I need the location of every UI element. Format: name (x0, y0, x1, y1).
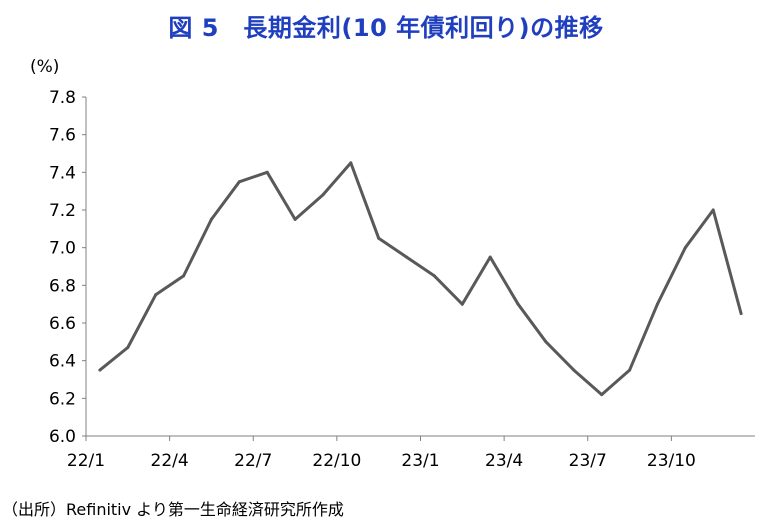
x-tick-label: 22/4 (151, 451, 189, 471)
data-point (293, 217, 297, 221)
data-point (209, 217, 213, 221)
y-tick-label: 6.6 (49, 314, 76, 334)
data-point (265, 170, 269, 174)
data-point (321, 193, 325, 197)
data-point (488, 255, 492, 259)
data-point (628, 368, 632, 372)
y-tick-label: 7.0 (49, 239, 76, 259)
data-point (544, 340, 548, 344)
data-point (655, 302, 659, 306)
y-tick-label: 6.2 (49, 389, 76, 409)
x-axis: 22/1 22/4 22/7 22/10 23/1 23/4 23/7 23/10 (67, 436, 696, 471)
data-point (739, 312, 743, 316)
y-axis-unit-label: (%) (30, 57, 59, 77)
data-point (711, 208, 715, 212)
y-tick-label: 7.6 (49, 126, 76, 146)
data-point (572, 368, 576, 372)
x-tick-label: 22/7 (234, 451, 272, 471)
data-point (683, 246, 687, 250)
series-group (98, 161, 743, 397)
data-point (516, 302, 520, 306)
data-point (460, 302, 464, 306)
y-tick-label: 6.8 (49, 276, 76, 296)
y-tick-label: 7.2 (49, 201, 76, 221)
data-point (600, 393, 604, 397)
series-line (98, 161, 743, 397)
data-point (126, 346, 130, 349)
x-tick-label: 23/7 (569, 451, 607, 471)
source-note: （出所）Refinitiv より第一生命経済研究所作成 (2, 500, 344, 519)
x-tick-label: 23/4 (485, 451, 523, 471)
data-point (349, 161, 353, 165)
data-point (405, 255, 409, 259)
data-point (432, 274, 436, 278)
x-tick-label: 23/1 (401, 451, 439, 471)
x-tick-label: 22/1 (67, 451, 105, 471)
chart-title: 図 5 長期金利(10 年債利回り)の推移 (168, 14, 604, 42)
y-axis: 6.0 6.2 6.4 6.6 6.8 7.0 7.2 7.4 7.6 7.8 (49, 88, 86, 447)
y-tick-label: 6.0 (49, 427, 76, 447)
x-tick-label: 22/10 (312, 451, 361, 471)
data-point (182, 274, 186, 278)
y-tick-label: 6.4 (49, 352, 76, 372)
data-point (154, 293, 158, 297)
data-point (377, 236, 381, 240)
y-tick-label: 7.8 (49, 88, 76, 108)
y-tick-label: 7.4 (49, 163, 76, 183)
data-point (98, 368, 102, 372)
x-tick-label: 23/10 (647, 451, 696, 471)
data-point (237, 180, 241, 184)
